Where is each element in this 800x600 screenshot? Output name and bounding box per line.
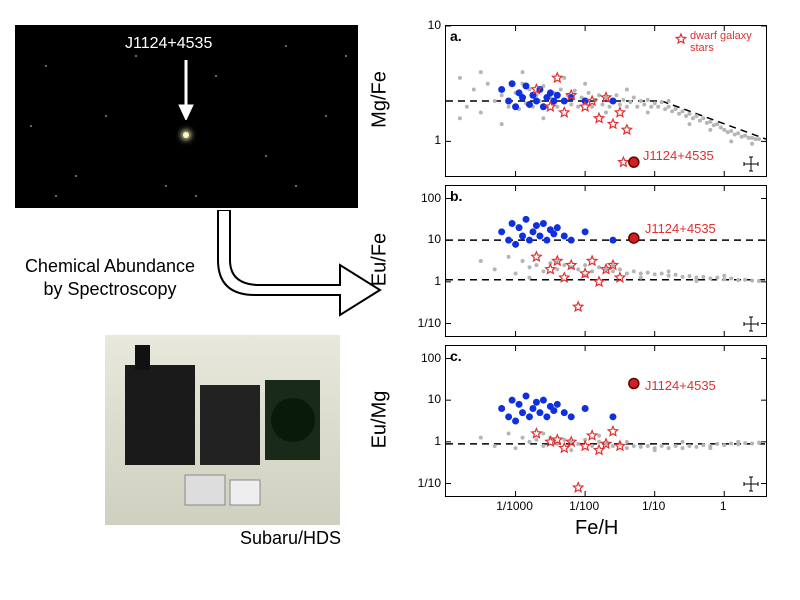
panel-letter-b: b. bbox=[450, 188, 462, 204]
target-star bbox=[183, 132, 189, 138]
flow-line1: Chemical Abundance bbox=[25, 256, 195, 276]
arrow-down-icon bbox=[175, 60, 197, 120]
faint-star bbox=[135, 55, 137, 57]
faint-star bbox=[345, 55, 347, 57]
ytick-label: 1/10 bbox=[401, 316, 441, 330]
faint-star bbox=[195, 195, 197, 197]
xlabel: Fe/H bbox=[575, 517, 618, 540]
faint-star bbox=[165, 185, 167, 187]
faint-star bbox=[55, 195, 57, 197]
ylabel-a: Mg/Fe bbox=[369, 65, 392, 135]
ylabel-b: Eu/Fe bbox=[369, 225, 392, 295]
panel-letter-c: c. bbox=[450, 348, 462, 364]
ylabel-c: Eu/Mg bbox=[369, 385, 392, 455]
flow-arrow-icon bbox=[210, 210, 385, 320]
chart-svg-c bbox=[446, 346, 766, 496]
ytick-label: 10 bbox=[401, 392, 441, 406]
xtick-label: 1/100 bbox=[564, 499, 604, 513]
target-star-label: J1124+4535 bbox=[125, 35, 212, 53]
panel-letter-a: a. bbox=[450, 28, 462, 44]
ytick-label: 100 bbox=[401, 191, 441, 205]
figure-container: J1124+4535 Chemical Abundance by Spectro… bbox=[15, 25, 785, 570]
ytick-label: 10 bbox=[401, 18, 441, 32]
faint-star bbox=[265, 155, 267, 157]
ytick-label: 1/10 bbox=[401, 476, 441, 490]
target-annotation-b: J1124+4535 bbox=[645, 221, 716, 236]
faint-star bbox=[285, 45, 287, 47]
flow-line2: by Spectroscopy bbox=[43, 279, 176, 299]
xtick-label: 1 bbox=[703, 499, 743, 513]
ytick-label: 1 bbox=[401, 133, 441, 147]
target-annotation-c: J1124+4535 bbox=[645, 378, 716, 393]
flow-label: Chemical Abundance by Spectroscopy bbox=[10, 255, 210, 302]
faint-star bbox=[215, 75, 217, 77]
xtick-label: 1/10 bbox=[634, 499, 674, 513]
chart-svg-b bbox=[446, 186, 766, 336]
chart-panel-b bbox=[445, 185, 767, 337]
faint-star bbox=[105, 115, 107, 117]
instrument-image bbox=[105, 335, 340, 525]
ytick-label: 10 bbox=[401, 232, 441, 246]
chart-panel-c bbox=[445, 345, 767, 497]
ytick-label: 1 bbox=[401, 434, 441, 448]
instrument-label: Subaru/HDS bbox=[240, 528, 341, 549]
legend-dwarf-galaxy: dwarf galaxystars bbox=[690, 30, 752, 54]
faint-star bbox=[30, 125, 32, 127]
ytick-label: 100 bbox=[401, 351, 441, 365]
faint-star bbox=[45, 65, 47, 67]
faint-star bbox=[325, 115, 327, 117]
target-annotation-a: J1124+4535 bbox=[643, 148, 714, 163]
sky-image: J1124+4535 bbox=[15, 25, 358, 208]
ytick-label: 1 bbox=[401, 274, 441, 288]
faint-star bbox=[75, 175, 77, 177]
charts-region: Mg/Fea.110J1124+4535dwarf galaxystarsEu/… bbox=[390, 25, 780, 555]
faint-star bbox=[295, 185, 297, 187]
xtick-label: 1/1000 bbox=[495, 499, 535, 513]
